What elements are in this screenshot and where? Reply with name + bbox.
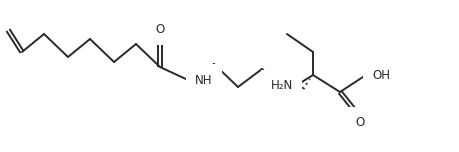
Text: NH: NH — [195, 74, 212, 86]
Text: OH: OH — [371, 69, 389, 81]
Text: O: O — [355, 116, 364, 129]
Text: H₂N: H₂N — [270, 79, 292, 92]
Text: O: O — [155, 23, 164, 36]
